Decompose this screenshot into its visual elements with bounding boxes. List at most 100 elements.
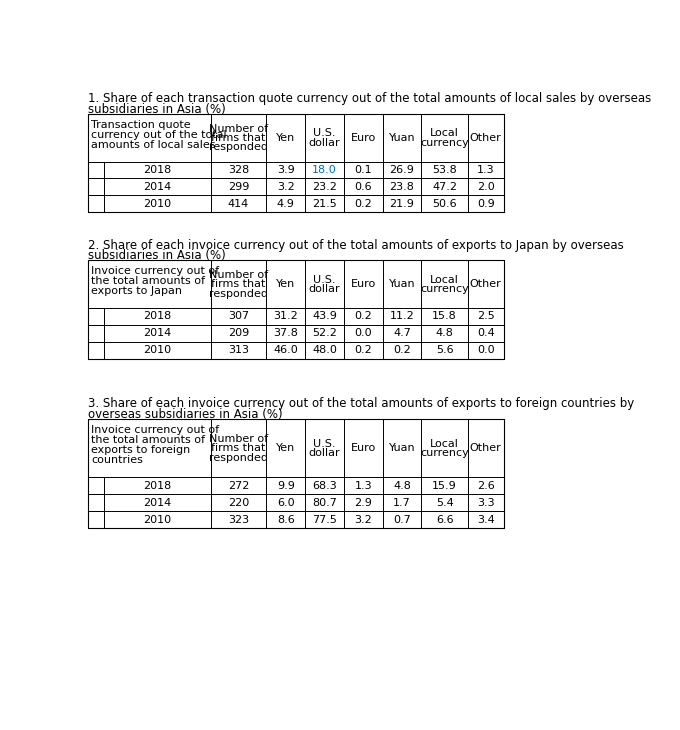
Text: 5.6: 5.6 — [436, 345, 454, 356]
Text: 0.1: 0.1 — [354, 165, 372, 175]
Text: U.S.: U.S. — [313, 128, 336, 139]
Text: exports to Japan: exports to Japan — [91, 286, 182, 296]
Text: 2014: 2014 — [143, 182, 171, 192]
Text: subsidiaries in Asia (%): subsidiaries in Asia (%) — [88, 250, 226, 262]
Text: 2018: 2018 — [143, 165, 171, 175]
Text: currency: currency — [420, 138, 469, 147]
Text: 23.2: 23.2 — [312, 182, 337, 192]
Text: 1.7: 1.7 — [393, 498, 411, 507]
Text: responded: responded — [209, 288, 268, 299]
Text: 1.3: 1.3 — [477, 165, 494, 175]
Text: currency: currency — [420, 448, 469, 458]
Text: 328: 328 — [228, 165, 249, 175]
Text: 37.8: 37.8 — [273, 328, 298, 338]
Text: Yuan: Yuan — [389, 133, 415, 143]
Text: Number of: Number of — [209, 434, 268, 444]
Text: Euro: Euro — [351, 443, 376, 453]
Text: firms that: firms that — [211, 443, 266, 453]
Text: 48.0: 48.0 — [312, 345, 337, 356]
Text: 18.0: 18.0 — [312, 165, 337, 175]
Text: Other: Other — [470, 133, 502, 143]
Text: Yen: Yen — [276, 280, 295, 289]
Text: responded: responded — [209, 453, 268, 463]
Text: amounts of local sales: amounts of local sales — [91, 140, 216, 150]
Text: 3. Share of each invoice currency out of the total amounts of exports to foreign: 3. Share of each invoice currency out of… — [88, 397, 634, 410]
Text: 313: 313 — [228, 345, 249, 356]
Text: 2. Share of each invoice currency out of the total amounts of exports to Japan b: 2. Share of each invoice currency out of… — [88, 239, 624, 252]
Text: 0.2: 0.2 — [393, 345, 411, 356]
Text: 5.4: 5.4 — [436, 498, 454, 507]
Text: firms that: firms that — [211, 133, 266, 143]
Text: 77.5: 77.5 — [312, 515, 337, 525]
Text: 2014: 2014 — [143, 498, 171, 507]
Text: 209: 209 — [228, 328, 249, 338]
Text: 80.7: 80.7 — [312, 498, 337, 507]
Text: 0.2: 0.2 — [354, 199, 372, 209]
Text: 9.9: 9.9 — [277, 480, 294, 491]
Text: 299: 299 — [228, 182, 249, 192]
Text: Local: Local — [430, 128, 459, 139]
Text: dollar: dollar — [309, 284, 340, 294]
Text: 47.2: 47.2 — [432, 182, 457, 192]
Text: 4.7: 4.7 — [393, 328, 411, 338]
Text: 2018: 2018 — [143, 311, 171, 321]
Text: U.S.: U.S. — [313, 439, 336, 449]
Text: 2.5: 2.5 — [477, 311, 494, 321]
Text: 0.2: 0.2 — [354, 311, 372, 321]
Text: 0.6: 0.6 — [354, 182, 372, 192]
Text: 3.9: 3.9 — [277, 165, 294, 175]
Text: 15.9: 15.9 — [432, 480, 457, 491]
Text: 0.9: 0.9 — [477, 199, 494, 209]
Text: 21.9: 21.9 — [390, 199, 414, 209]
Text: Local: Local — [430, 439, 459, 449]
Text: 414: 414 — [228, 199, 249, 209]
Text: 2010: 2010 — [143, 515, 171, 525]
Text: 23.8: 23.8 — [390, 182, 414, 192]
Text: 26.9: 26.9 — [390, 165, 414, 175]
Text: 2014: 2014 — [143, 328, 171, 338]
Text: exports to foreign: exports to foreign — [91, 445, 190, 455]
Text: 3.3: 3.3 — [477, 498, 494, 507]
Text: 43.9: 43.9 — [312, 311, 337, 321]
Text: 220: 220 — [228, 498, 249, 507]
Text: 2010: 2010 — [143, 199, 171, 209]
Text: currency: currency — [420, 284, 469, 294]
Text: subsidiaries in Asia (%): subsidiaries in Asia (%) — [88, 103, 226, 116]
Text: 0.0: 0.0 — [354, 328, 372, 338]
Text: 0.7: 0.7 — [393, 515, 411, 525]
Text: 2.9: 2.9 — [354, 498, 372, 507]
Text: overseas subsidiaries in Asia (%): overseas subsidiaries in Asia (%) — [88, 408, 283, 421]
Text: 0.4: 0.4 — [477, 328, 494, 338]
Text: 307: 307 — [228, 311, 249, 321]
Text: Other: Other — [470, 443, 502, 453]
Text: Invoice currency out of: Invoice currency out of — [91, 425, 220, 435]
Text: 272: 272 — [228, 480, 249, 491]
Text: 323: 323 — [228, 515, 249, 525]
Text: Yuan: Yuan — [389, 443, 415, 453]
Text: dollar: dollar — [309, 138, 340, 147]
Text: firms that: firms that — [211, 280, 266, 289]
Text: 8.6: 8.6 — [277, 515, 294, 525]
Text: 6.0: 6.0 — [277, 498, 294, 507]
Text: 21.5: 21.5 — [312, 199, 337, 209]
Text: 0.0: 0.0 — [477, 345, 494, 356]
Text: U.S.: U.S. — [313, 274, 336, 285]
Bar — [88, 260, 503, 358]
Text: 0.2: 0.2 — [354, 345, 372, 356]
Text: 1.3: 1.3 — [354, 480, 372, 491]
Text: Number of: Number of — [209, 124, 268, 134]
Text: 68.3: 68.3 — [312, 480, 337, 491]
Text: Transaction quote: Transaction quote — [91, 120, 191, 130]
Text: Local: Local — [430, 274, 459, 285]
Text: countries: countries — [91, 455, 143, 465]
Text: 2010: 2010 — [143, 345, 171, 356]
Text: responded: responded — [209, 142, 268, 153]
Text: 3.4: 3.4 — [477, 515, 494, 525]
Text: 4.8: 4.8 — [436, 328, 454, 338]
Text: Yen: Yen — [276, 133, 295, 143]
Text: Invoice currency out of: Invoice currency out of — [91, 266, 220, 276]
Text: 46.0: 46.0 — [273, 345, 298, 356]
Text: Other: Other — [470, 280, 502, 289]
Bar — [88, 114, 503, 212]
Text: the total amounts of: the total amounts of — [91, 276, 205, 286]
